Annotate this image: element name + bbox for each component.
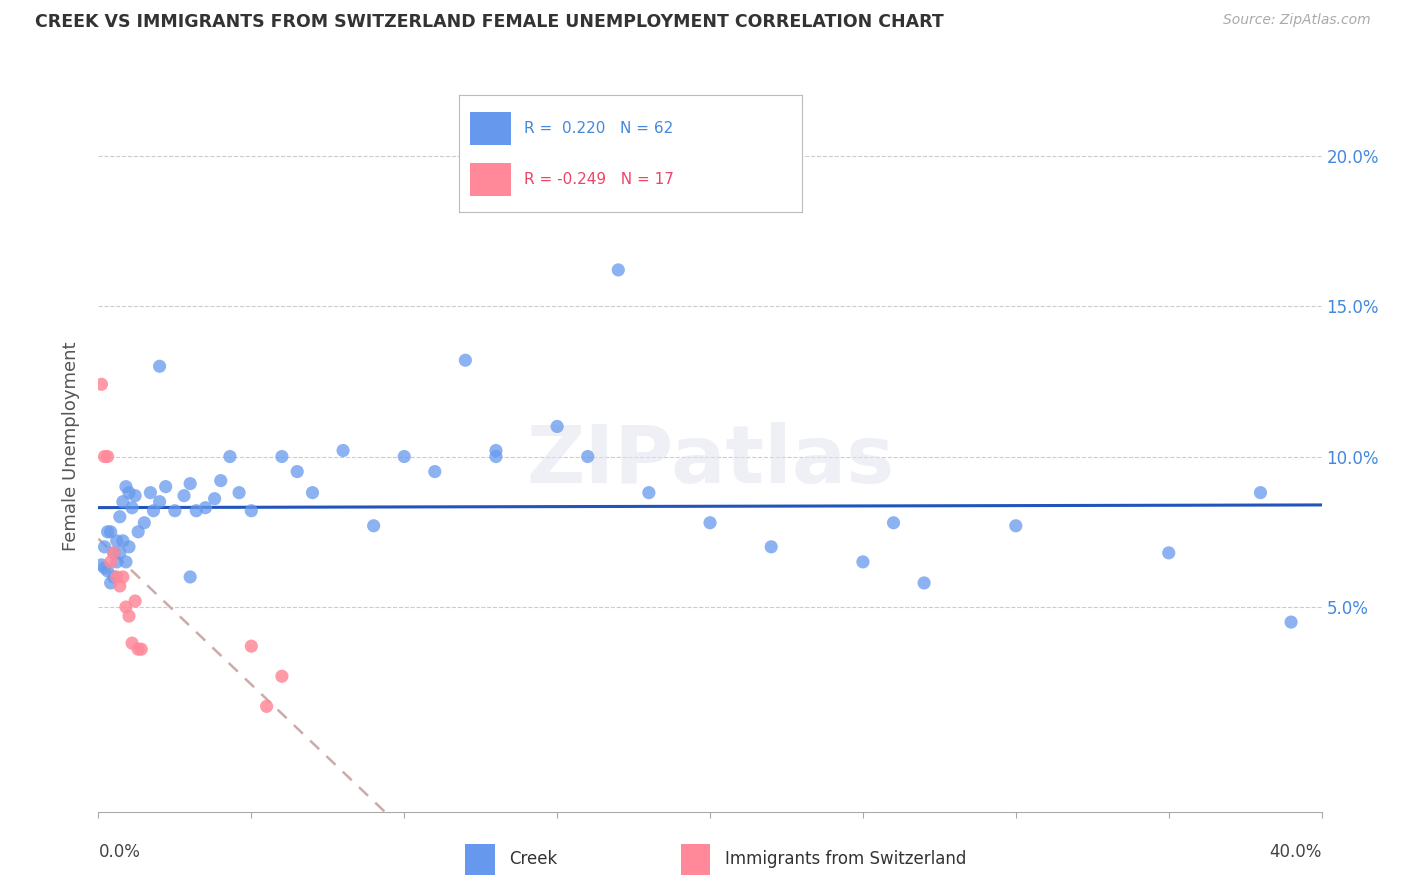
Point xyxy=(912,576,935,591)
Point xyxy=(111,494,134,508)
Point xyxy=(105,533,128,548)
Point xyxy=(105,555,128,569)
Point xyxy=(97,450,120,464)
Point xyxy=(240,639,263,653)
Point xyxy=(115,600,138,615)
Point xyxy=(149,494,172,508)
Point xyxy=(93,450,115,464)
Point xyxy=(607,263,630,277)
Point xyxy=(142,504,165,518)
Point xyxy=(270,669,292,683)
Point xyxy=(97,524,120,539)
Point xyxy=(115,480,138,494)
Point xyxy=(423,465,446,479)
Point xyxy=(108,579,131,593)
Point xyxy=(129,642,152,657)
Point xyxy=(1004,518,1026,533)
Point xyxy=(108,509,131,524)
Point xyxy=(256,699,278,714)
Point xyxy=(127,524,149,539)
Point xyxy=(209,474,232,488)
Point xyxy=(105,570,128,584)
Point xyxy=(127,642,149,657)
Point xyxy=(699,516,721,530)
Point xyxy=(204,491,226,506)
Point xyxy=(97,564,120,578)
Point xyxy=(173,489,195,503)
Point xyxy=(118,540,141,554)
Point xyxy=(90,377,112,392)
Point xyxy=(115,555,138,569)
Point xyxy=(852,555,875,569)
Point xyxy=(301,485,323,500)
Point xyxy=(759,540,782,554)
Point xyxy=(332,443,354,458)
Point xyxy=(1157,546,1180,560)
Text: 0.0%: 0.0% xyxy=(98,843,141,861)
Point xyxy=(546,419,568,434)
Point xyxy=(240,504,263,518)
Text: 40.0%: 40.0% xyxy=(1270,843,1322,861)
Point xyxy=(93,540,115,554)
Point xyxy=(100,576,122,591)
Text: ZIPatlas: ZIPatlas xyxy=(526,422,894,500)
Point xyxy=(883,516,905,530)
Point xyxy=(90,558,112,572)
Point xyxy=(93,561,115,575)
Point xyxy=(163,504,186,518)
Point xyxy=(454,353,477,368)
Point xyxy=(134,516,156,530)
Point xyxy=(637,485,661,500)
Point xyxy=(100,555,122,569)
Text: Source: ZipAtlas.com: Source: ZipAtlas.com xyxy=(1223,13,1371,28)
Point xyxy=(179,476,201,491)
Point xyxy=(179,570,201,584)
Point xyxy=(485,450,508,464)
Text: CREEK VS IMMIGRANTS FROM SWITZERLAND FEMALE UNEMPLOYMENT CORRELATION CHART: CREEK VS IMMIGRANTS FROM SWITZERLAND FEM… xyxy=(35,13,943,31)
Point xyxy=(219,450,242,464)
Point xyxy=(111,533,134,548)
Point xyxy=(100,524,122,539)
Point xyxy=(485,443,508,458)
Point xyxy=(576,450,599,464)
Point xyxy=(103,570,125,584)
Point xyxy=(118,609,141,624)
Point xyxy=(124,594,146,608)
Point xyxy=(270,450,292,464)
Point xyxy=(111,570,134,584)
Point xyxy=(155,480,177,494)
Point xyxy=(392,450,416,464)
Point xyxy=(149,359,172,374)
Y-axis label: Female Unemployment: Female Unemployment xyxy=(62,342,80,550)
Point xyxy=(285,465,308,479)
Point xyxy=(121,636,143,650)
Point xyxy=(228,485,250,500)
Point xyxy=(186,504,208,518)
Point xyxy=(108,546,131,560)
Point xyxy=(363,518,385,533)
Point xyxy=(118,485,141,500)
Point xyxy=(103,546,125,560)
Point xyxy=(124,489,146,503)
Point xyxy=(194,500,217,515)
Point xyxy=(139,485,162,500)
Point xyxy=(121,500,143,515)
Point xyxy=(1279,615,1302,629)
Point xyxy=(1249,485,1271,500)
Point xyxy=(103,546,125,560)
